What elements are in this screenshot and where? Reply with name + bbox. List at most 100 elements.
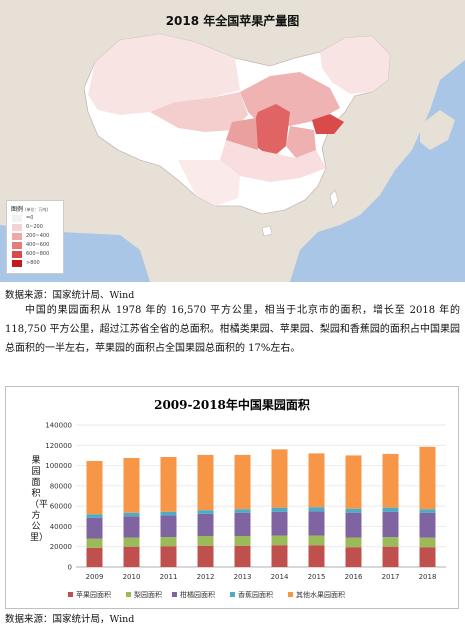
bar-segment	[160, 456, 177, 512]
body-paragraph: 中国的果园面积从 1978 年的 16,570 平方公里，相当于北京市的面积，增…	[5, 301, 460, 358]
bar-segment	[271, 449, 288, 508]
bar-segment	[308, 453, 325, 508]
bar-segment	[86, 517, 103, 539]
bar-segment	[382, 453, 399, 508]
orchard-area-chart: 2009-2018年中国果园面积 0 20000 40000 60000 80000 100…	[5, 386, 459, 609]
bar-segment	[419, 446, 436, 510]
legend-swatch	[12, 215, 22, 222]
x-tick-label: 2016	[345, 573, 363, 581]
legend-label: 400~600	[26, 242, 50, 248]
bar-segment	[197, 454, 214, 511]
bar-segment	[308, 511, 325, 536]
legend-item: 600~800	[12, 251, 60, 258]
legend-label: =0	[26, 215, 34, 221]
bar-segment	[382, 546, 399, 567]
bar-segment	[86, 547, 103, 567]
bar-segment	[160, 515, 177, 538]
bar-segment	[234, 545, 251, 567]
bar-segment	[382, 537, 399, 547]
apple-production-map: 2018 年全国苹果产量图 图例 (单位：万吨) =0 0~200 200~400 4…	[0, 0, 465, 282]
bar-segment	[345, 537, 362, 548]
bar-segment	[86, 538, 103, 548]
y-tick-label: 100000	[45, 462, 72, 470]
chart-legend-swatch	[230, 592, 235, 597]
bar-segment	[86, 461, 103, 515]
bar-segment	[197, 510, 214, 514]
bar-segment	[271, 511, 288, 536]
x-tick-label: 2009	[86, 573, 104, 581]
chart-title: 2009-2018年中国果园面积	[154, 397, 310, 412]
legend-label: 200~400	[26, 233, 50, 239]
x-tick-label: 2018	[419, 573, 437, 581]
legend-title-text: 图例	[11, 206, 24, 213]
chart-legend-swatch	[172, 592, 177, 597]
bar-segment	[382, 511, 399, 538]
chart-legend-label: 其他水果园面积	[296, 590, 345, 599]
legend-item: 400~600	[12, 242, 60, 249]
legend-unit: (单位：万吨)	[24, 207, 49, 212]
region-light-central	[220, 140, 326, 182]
map-svg	[0, 0, 465, 282]
bar-segment	[382, 507, 399, 512]
bar-segment	[160, 537, 177, 547]
chart-legend-swatch	[126, 592, 131, 597]
bar-segment	[123, 512, 140, 517]
y-axis-label: 果园面积（平方公里）	[30, 456, 49, 543]
map-title: 2018 年全国苹果产量图	[165, 14, 300, 28]
bar-segment	[419, 547, 436, 567]
region-light-southwest	[178, 160, 240, 206]
bar-segment	[419, 512, 436, 538]
legend-swatch	[12, 260, 22, 267]
legend-item: 0~200	[12, 224, 60, 231]
bar-segment	[345, 455, 362, 509]
x-tick-label: 2014	[271, 573, 289, 581]
y-tick-label: 40000	[50, 523, 72, 531]
region-light-northeast	[320, 36, 390, 94]
paragraph-text: 中国的果园面积从 1978 年的 16,570 平方公里，相当于北京市的面积，增…	[5, 305, 460, 354]
region-light-west	[88, 34, 240, 115]
hainan-island	[261, 225, 273, 237]
bar-segment	[234, 454, 251, 510]
chart-legend-label: 梨园面积	[134, 590, 162, 599]
y-tick-label: 120000	[45, 442, 72, 450]
x-tick-label: 2013	[234, 573, 252, 581]
map-legend: 图例 (单位：万吨) =0 0~200 200~400 400~600 600~800 >…	[6, 200, 64, 274]
y-tick-label: 20000	[50, 543, 72, 551]
legend-label: 600~800	[26, 251, 50, 257]
legend-item: 200~400	[12, 233, 60, 240]
bar-segment	[197, 545, 214, 567]
bar-segment	[308, 535, 325, 546]
region-medium-qinghai	[150, 92, 248, 132]
chart-legend-label: 柑橘园面积	[180, 590, 215, 599]
bar-segment	[123, 516, 140, 538]
bar-segment	[308, 545, 325, 567]
bar-segment	[271, 545, 288, 567]
bar-segment	[160, 511, 177, 516]
bar-segment	[123, 546, 140, 567]
x-tick-label: 2017	[382, 573, 400, 581]
legend-label: 0~200	[26, 224, 43, 230]
x-tick-label: 2012	[197, 573, 215, 581]
legend-swatch	[12, 233, 22, 240]
x-tick-label: 2010	[123, 573, 141, 581]
chart-legend-label: 香蕉园面积	[238, 590, 273, 599]
korea-japan-land	[372, 110, 455, 150]
bar-segment	[197, 513, 214, 537]
y-tick-label: 60000	[50, 503, 72, 511]
bar-segment	[271, 535, 288, 546]
chart-legend-swatch	[68, 592, 73, 597]
legend-swatch	[12, 251, 22, 258]
chart-legend-swatch	[288, 592, 293, 597]
x-tick-label: 2011	[160, 573, 178, 581]
region-dark-shaanxi	[252, 104, 290, 158]
legend-title: 图例 (单位：万吨)	[11, 204, 48, 213]
x-tick-label: 2015	[308, 573, 326, 581]
y-tick-label: 80000	[50, 482, 72, 490]
region-dark-shandong	[312, 114, 344, 134]
bar-segment	[419, 537, 436, 548]
bar-segment	[234, 536, 251, 546]
bar-segment	[123, 457, 140, 513]
bar-segment	[345, 508, 362, 513]
legend-swatch	[12, 242, 22, 249]
bar-segment	[345, 547, 362, 567]
